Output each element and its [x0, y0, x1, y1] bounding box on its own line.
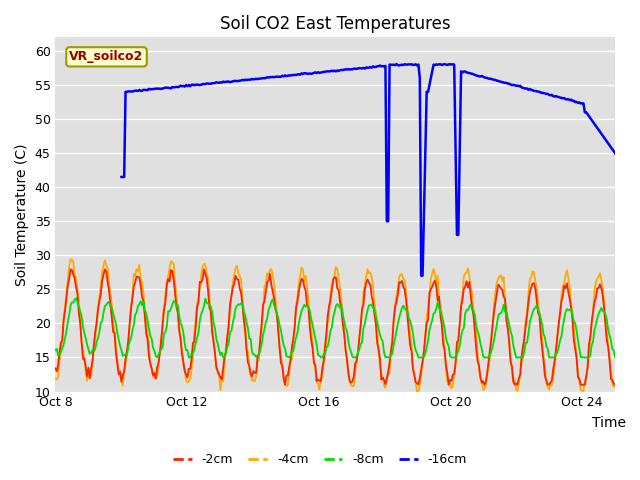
Text: Time: Time — [592, 416, 627, 431]
Y-axis label: Soil Temperature (C): Soil Temperature (C) — [15, 143, 29, 286]
Legend: -2cm, -4cm, -8cm, -16cm: -2cm, -4cm, -8cm, -16cm — [168, 448, 472, 471]
Text: VR_soilco2: VR_soilco2 — [69, 50, 143, 63]
Title: Soil CO2 East Temperatures: Soil CO2 East Temperatures — [220, 15, 451, 33]
